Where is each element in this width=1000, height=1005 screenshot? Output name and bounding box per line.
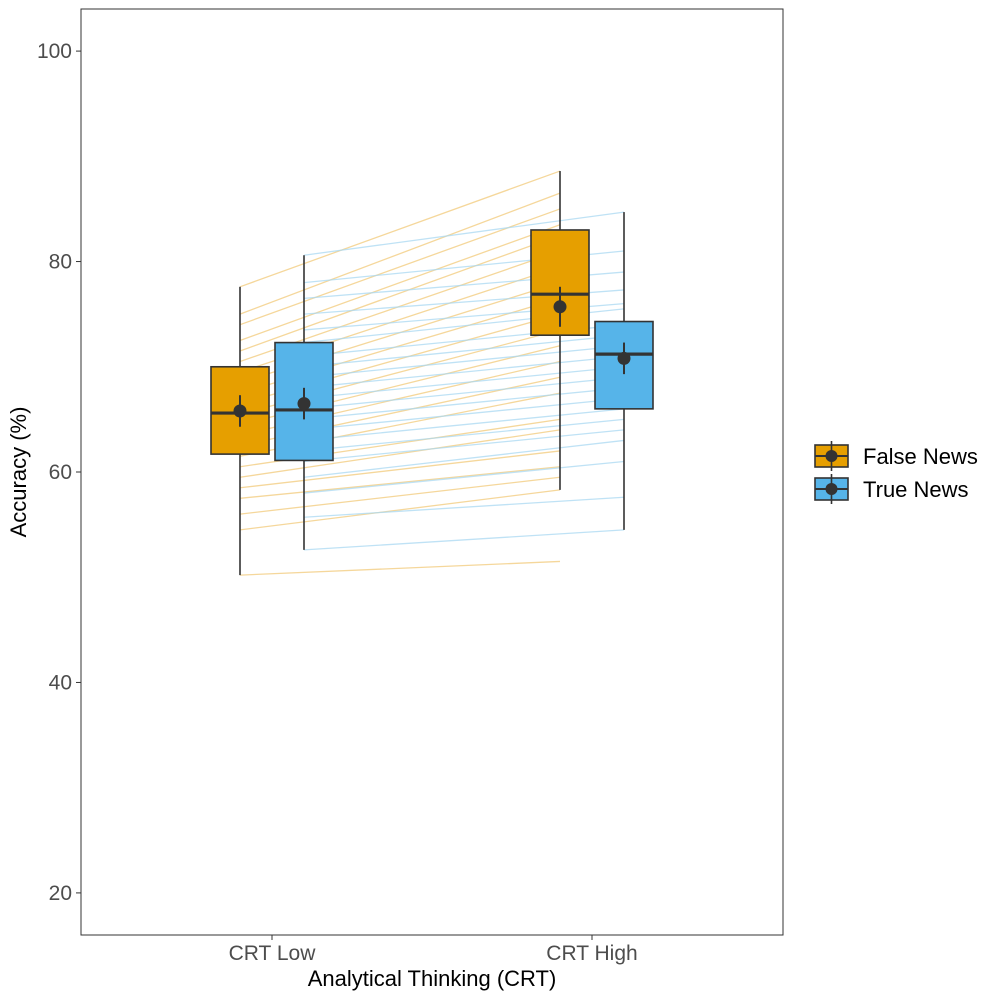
individual-line [303, 496, 625, 518]
axes: 20 40 60 80 100 CRT Low CRT High [37, 40, 638, 965]
individual-line [303, 397, 625, 431]
plot-panel-border [80, 8, 784, 936]
individual-line [303, 429, 625, 463]
y-tick-label: 100 [37, 40, 72, 63]
legend-item-false-news: False News [814, 441, 978, 471]
individual-line [303, 355, 625, 389]
y-tick-label: 40 [49, 671, 72, 694]
mean-point [553, 300, 567, 314]
y-tick-label: 60 [49, 461, 72, 484]
box-true-news-crt-low [274, 255, 334, 550]
legend-item-true-news: True News [814, 474, 969, 504]
individual-line [239, 234, 561, 352]
x-tick-label: CRT Low [229, 942, 317, 965]
legend-label: True News [863, 477, 969, 502]
box-iqr [530, 229, 590, 337]
legend-key-point [825, 483, 838, 495]
legend: False News True News [814, 441, 978, 504]
individual-line [303, 408, 625, 442]
legend-label: False News [863, 444, 978, 469]
x-axis-title: Analytical Thinking (CRT) [308, 966, 557, 991]
y-axis-title: Accuracy (%) [6, 407, 31, 538]
individual-line [239, 450, 561, 489]
individual-line [239, 560, 561, 576]
individual-line [239, 429, 561, 478]
box-false-news-crt-high [530, 171, 590, 490]
box-false-news-crt-low [210, 286, 270, 576]
individual-line [303, 376, 625, 410]
mean-point [233, 404, 247, 418]
legend-key-point [825, 450, 838, 462]
individual-line [303, 334, 625, 368]
individual-line [303, 439, 625, 478]
individual-line [239, 466, 561, 499]
x-tick-label: CRT High [546, 942, 637, 965]
mean-point [617, 351, 631, 365]
individual-line [303, 366, 625, 399]
individual-line [239, 192, 561, 315]
individual-line [303, 418, 625, 452]
y-tick-label: 80 [49, 251, 72, 274]
individual-line [303, 211, 625, 256]
individual-line [303, 529, 625, 551]
individual-line [239, 476, 561, 515]
individual-line [303, 387, 625, 421]
individual-line [239, 489, 561, 531]
box-true-news-crt-high [594, 212, 654, 530]
mean-point [297, 397, 311, 411]
boxes [210, 171, 654, 576]
individual-line [303, 345, 625, 378]
individual-line [239, 224, 561, 342]
individual-line [239, 170, 561, 288]
y-tick-label: 20 [49, 882, 72, 905]
individual-line [303, 460, 625, 494]
